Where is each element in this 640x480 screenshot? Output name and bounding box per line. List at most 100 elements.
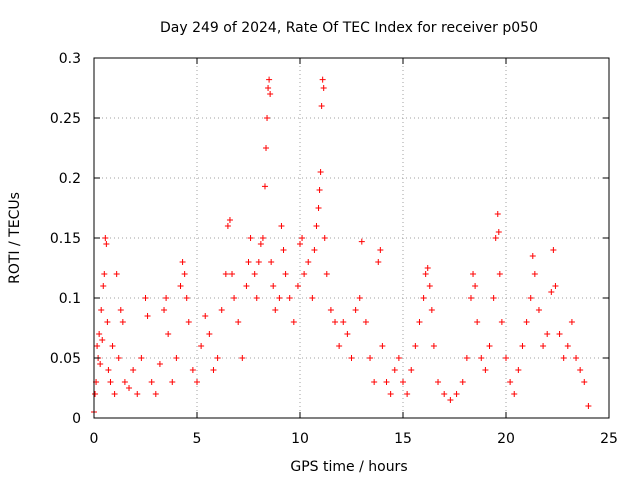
x-tick-label: 20 xyxy=(497,431,515,447)
data-point xyxy=(474,319,481,325)
data-point xyxy=(101,271,108,277)
data-point xyxy=(102,235,109,241)
data-point xyxy=(280,247,287,253)
data-point xyxy=(161,307,168,313)
data-point xyxy=(286,295,293,301)
x-tick-label: 10 xyxy=(291,431,309,447)
data-point xyxy=(391,367,398,373)
data-point xyxy=(103,241,110,247)
data-point xyxy=(259,235,266,241)
data-point xyxy=(265,85,272,91)
data-point xyxy=(447,397,454,403)
data-point xyxy=(311,247,318,253)
data-point xyxy=(494,211,501,217)
data-point xyxy=(486,343,493,349)
data-point xyxy=(428,307,435,313)
data-point xyxy=(104,319,111,325)
data-point xyxy=(426,283,433,289)
x-tick-label: 25 xyxy=(600,431,618,447)
data-point xyxy=(531,271,538,277)
data-point xyxy=(294,283,301,289)
data-point xyxy=(270,283,277,289)
data-point xyxy=(358,238,365,245)
data-point xyxy=(495,229,502,235)
data-point xyxy=(189,367,196,373)
x-axis: 0 5 10 15 20 25 xyxy=(90,58,618,447)
y-tick-label: 0.05 xyxy=(50,351,81,367)
data-point xyxy=(266,76,273,83)
grid xyxy=(94,58,609,418)
data-point xyxy=(194,379,200,385)
data-point xyxy=(152,391,159,397)
data-points xyxy=(91,76,592,415)
data-point xyxy=(362,319,369,325)
data-point xyxy=(224,223,231,229)
data-point xyxy=(121,379,128,385)
data-point xyxy=(459,379,466,385)
data-point xyxy=(573,355,580,361)
data-point xyxy=(98,307,105,313)
data-point xyxy=(470,271,477,277)
data-point xyxy=(463,355,470,361)
data-point xyxy=(267,91,274,97)
data-point xyxy=(387,391,394,397)
data-point xyxy=(257,241,264,247)
data-point xyxy=(255,259,262,265)
data-point xyxy=(134,391,141,397)
data-point xyxy=(156,361,163,367)
data-point xyxy=(243,283,250,289)
data-point xyxy=(210,367,217,373)
data-point xyxy=(408,367,415,373)
data-point xyxy=(185,319,192,325)
data-point xyxy=(263,145,270,151)
data-point xyxy=(202,313,209,319)
data-point xyxy=(527,295,534,301)
data-point xyxy=(163,295,170,301)
data-point xyxy=(560,355,567,361)
data-point xyxy=(272,307,279,313)
data-point xyxy=(395,355,402,361)
data-point xyxy=(503,355,509,361)
y-tick-label: 0.2 xyxy=(59,171,81,187)
data-point xyxy=(482,367,489,373)
data-point xyxy=(420,295,427,301)
data-point xyxy=(229,271,236,277)
data-point xyxy=(564,343,571,349)
data-point xyxy=(340,319,347,325)
data-point xyxy=(344,331,351,337)
data-point xyxy=(142,295,149,301)
data-point xyxy=(231,295,238,301)
data-point xyxy=(498,319,505,325)
data-point xyxy=(416,319,423,325)
data-point xyxy=(148,379,155,385)
data-point xyxy=(299,235,306,241)
data-point xyxy=(320,85,327,91)
data-point xyxy=(92,391,99,397)
y-axis: 0 0.05 0.1 0.15 0.2 0.25 0.3 xyxy=(50,51,609,427)
data-point xyxy=(336,343,343,349)
x-tick-label: 15 xyxy=(394,431,412,447)
data-point xyxy=(94,343,101,349)
data-point xyxy=(515,367,522,373)
x-tick-label: 5 xyxy=(193,431,202,447)
data-point xyxy=(548,289,555,295)
data-point xyxy=(119,319,126,325)
x-tick-label: 0 xyxy=(90,431,99,447)
data-point xyxy=(315,205,322,211)
data-point xyxy=(253,295,260,301)
data-point xyxy=(540,343,547,349)
data-point xyxy=(276,295,283,301)
data-point xyxy=(453,391,460,397)
data-point xyxy=(313,223,320,229)
y-tick-label: 0.1 xyxy=(59,291,81,307)
data-point xyxy=(169,379,176,385)
data-point xyxy=(245,259,252,265)
data-point xyxy=(261,183,268,190)
data-point xyxy=(511,391,518,397)
y-tick-label: 0.3 xyxy=(59,51,81,67)
data-point xyxy=(490,295,497,301)
data-point xyxy=(422,271,429,277)
data-point xyxy=(316,187,323,193)
data-point xyxy=(179,259,186,265)
